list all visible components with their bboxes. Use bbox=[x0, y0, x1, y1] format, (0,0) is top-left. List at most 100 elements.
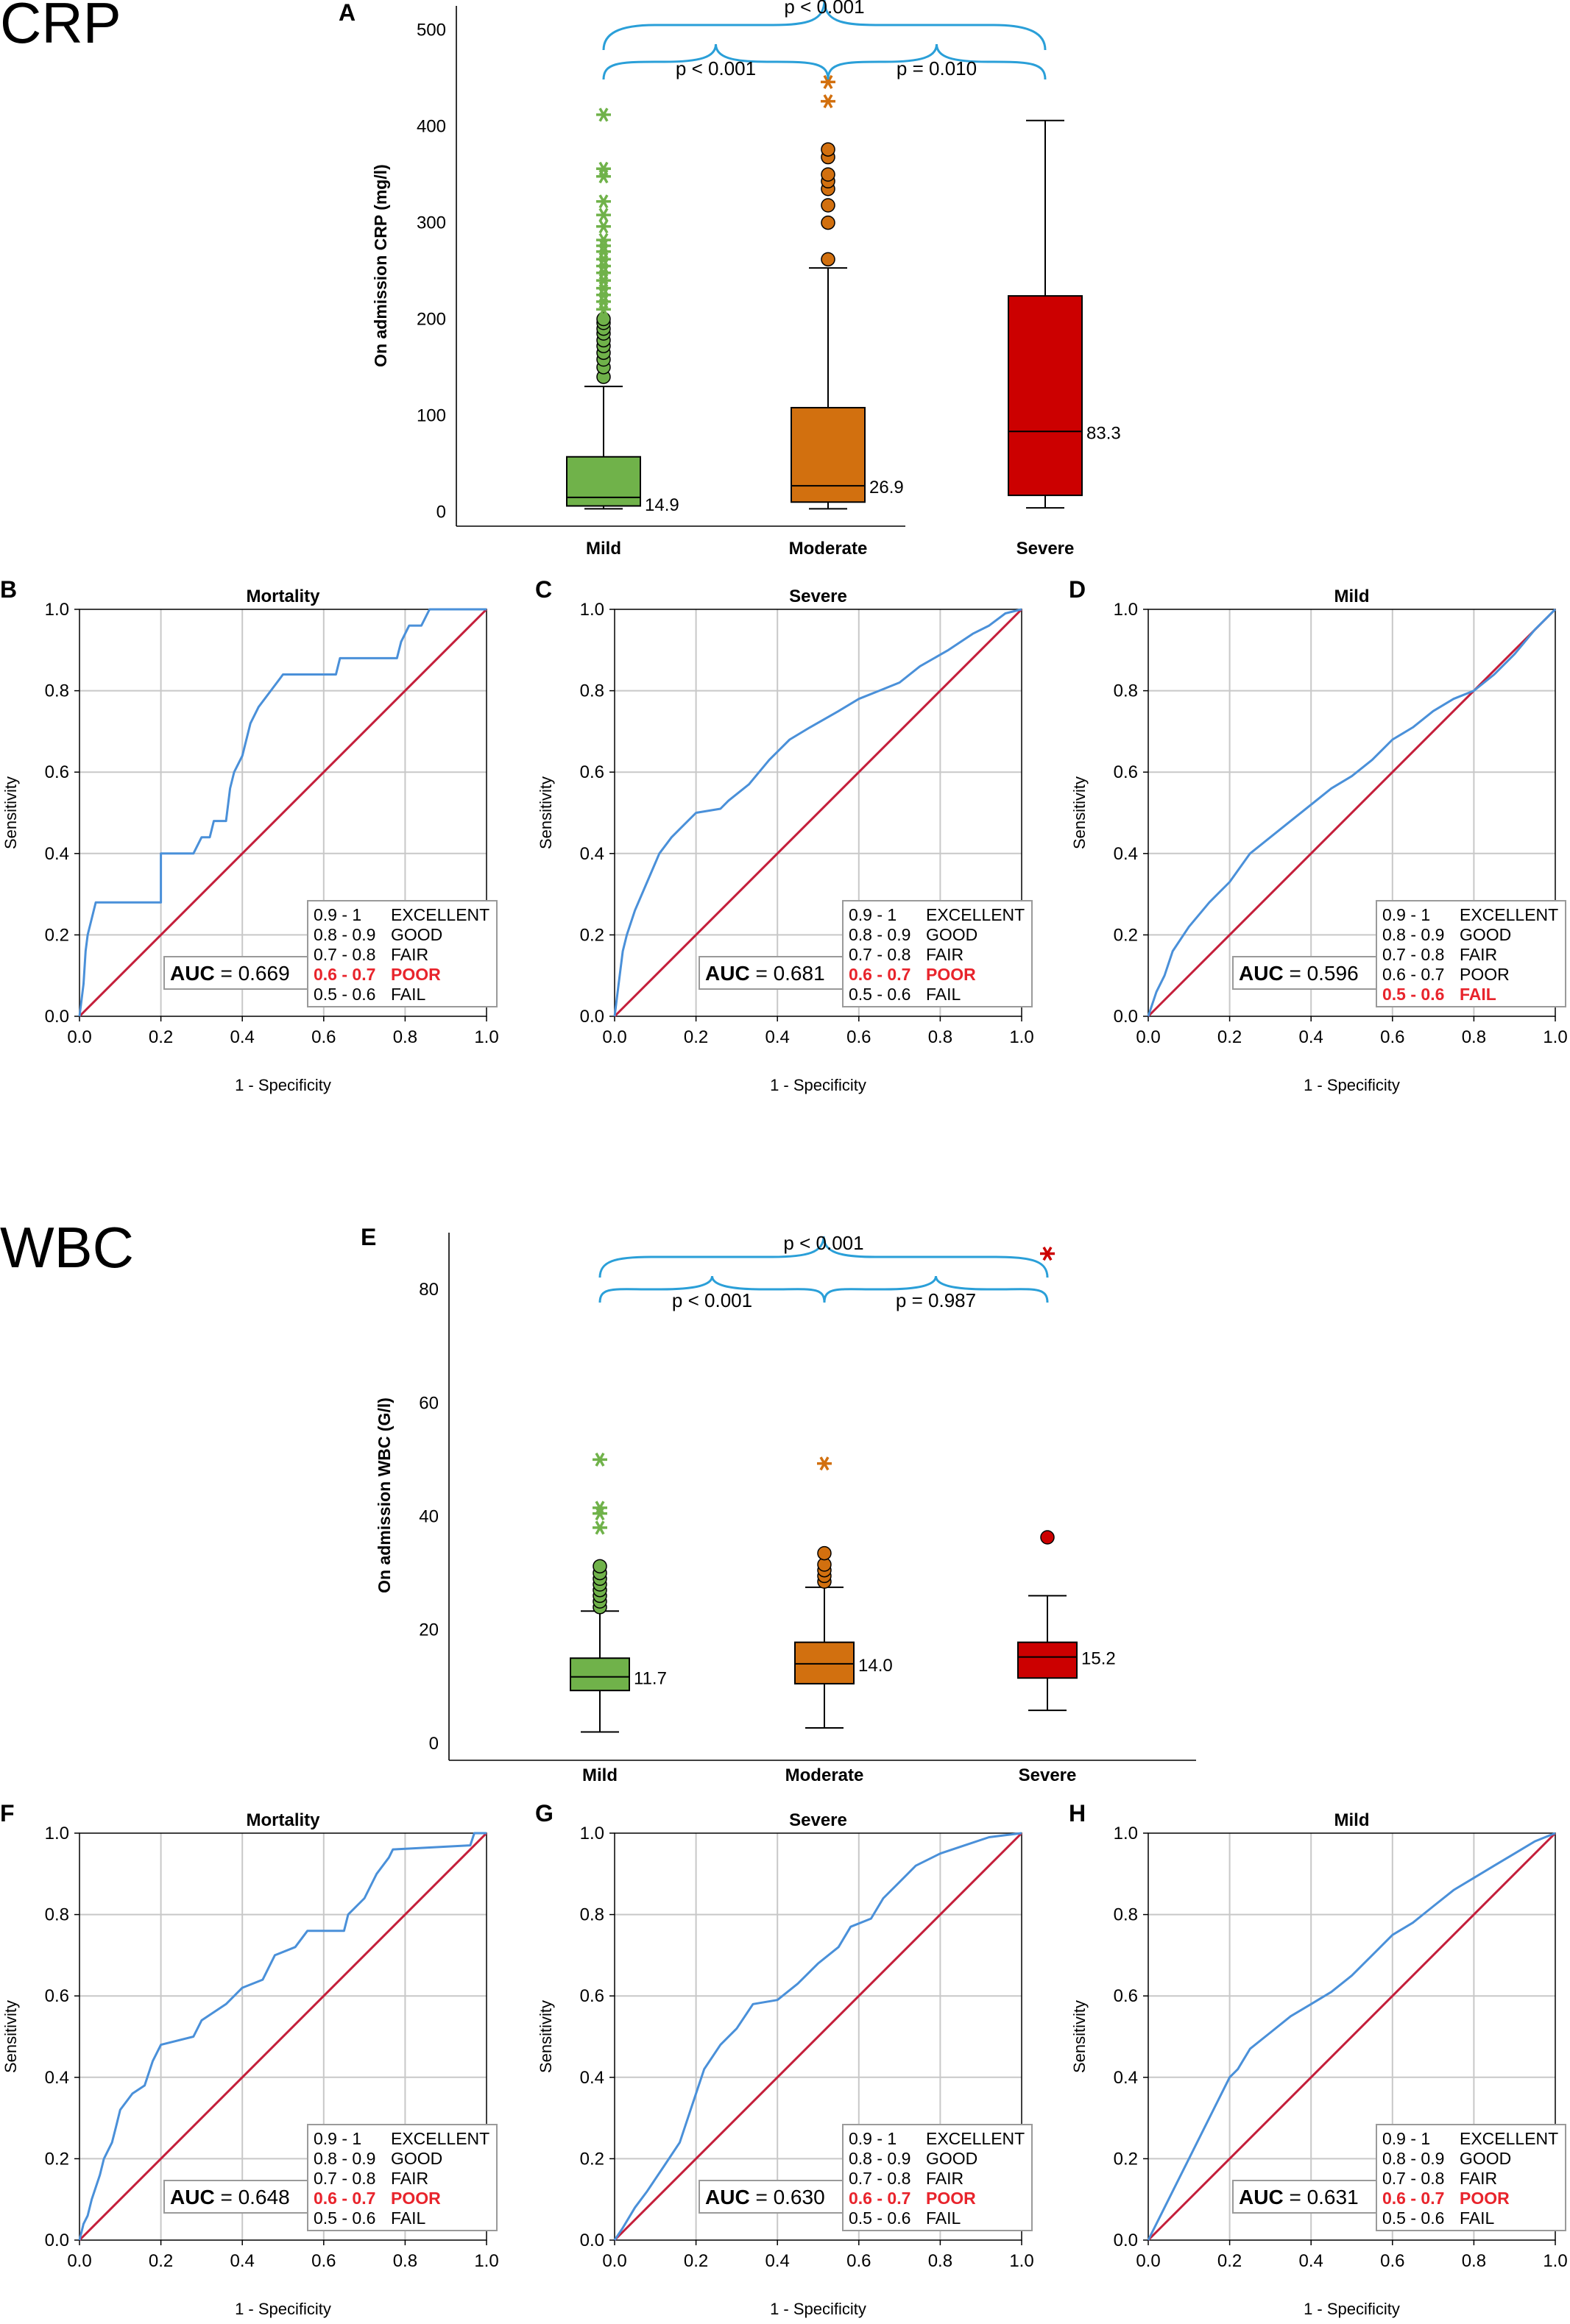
x-tick-label: 1.0 bbox=[1009, 1027, 1033, 1047]
box-severe: 15.2 bbox=[1017, 1247, 1116, 1712]
median-label: 14.9 bbox=[645, 495, 679, 515]
x-tick-label: 0.6 bbox=[1380, 1027, 1404, 1047]
section-title-crp: CRP bbox=[0, 0, 121, 55]
p-value-label: p = 0.010 bbox=[897, 57, 977, 79]
outlier-point bbox=[821, 142, 835, 157]
y-axis-label: Sensitivity bbox=[1070, 2000, 1089, 2073]
y-tick-label: 0 bbox=[429, 1734, 439, 1754]
boxplot-A: A On admission CRP (mg/l) 0 100 200 300 400 500… bbox=[339, 0, 1121, 559]
auc-label: AUC bbox=[705, 962, 750, 985]
x-axis-label: 1 - Specificity bbox=[235, 2300, 331, 2318]
x-tick-label: 0.2 bbox=[149, 2251, 173, 2271]
legend-range: 0.7 - 0.8 bbox=[849, 945, 910, 964]
y-tick-label: 1.0 bbox=[1114, 1824, 1138, 1843]
significance-bracket bbox=[823, 1275, 1049, 1303]
legend-range: 0.9 - 1 bbox=[314, 905, 361, 924]
y-tick-label: 0.8 bbox=[45, 681, 69, 701]
extreme-point bbox=[593, 1520, 607, 1535]
iqr-box bbox=[566, 456, 641, 507]
legend-range: 0.7 - 0.8 bbox=[314, 2169, 375, 2188]
x-tick-label: 0.8 bbox=[928, 1027, 952, 1047]
plot-frame bbox=[79, 609, 487, 1017]
y-tick-label: 0.0 bbox=[1114, 2231, 1138, 2250]
legend-range: 0.6 - 0.7 bbox=[1382, 2189, 1444, 2208]
box-moderate: 14.0 bbox=[794, 1456, 893, 1729]
panel-letter: G bbox=[535, 1800, 554, 1827]
roc-F: F Mortality 0.00.0 0.2 0.2 0.4 0.4 0.6 0.6 0.8 0.8… bbox=[0, 1800, 499, 2318]
extreme-point bbox=[596, 273, 611, 288]
legend-grade: POOR bbox=[926, 2189, 976, 2208]
roc-title: Mortality bbox=[246, 587, 320, 606]
y-axis-label: Sensitivity bbox=[1, 776, 20, 849]
legend-range: 0.8 - 0.9 bbox=[314, 925, 375, 944]
y-tick-label: 0.4 bbox=[580, 844, 604, 864]
extreme-point bbox=[596, 169, 611, 184]
panel-letter: F bbox=[0, 1800, 15, 1827]
legend-range: 0.8 - 0.9 bbox=[1382, 925, 1444, 944]
extreme-point bbox=[596, 161, 611, 176]
p-value-label: p < 0.001 bbox=[784, 0, 864, 18]
y-tick-label: 1.0 bbox=[45, 1824, 69, 1843]
x-tick-label: 0.4 bbox=[765, 1027, 790, 1047]
x-tick-label: 1.0 bbox=[474, 1027, 498, 1047]
category-label: Moderate bbox=[789, 539, 868, 559]
auc-label: AUC bbox=[1239, 962, 1284, 985]
auc-label: AUC bbox=[170, 962, 215, 985]
x-tick-label: 0.0 bbox=[1136, 2251, 1160, 2271]
auc-number: = 0.596 bbox=[1284, 962, 1359, 985]
panel-letter: B bbox=[0, 576, 17, 603]
x-tick-label: 0.2 bbox=[149, 1027, 173, 1047]
legend-grade: FAIR bbox=[926, 945, 963, 964]
auc-number: = 0.669 bbox=[215, 962, 290, 985]
roc-curve bbox=[78, 608, 487, 1017]
y-axis-label: Sensitivity bbox=[1, 2000, 20, 2073]
legend-range: 0.9 - 1 bbox=[314, 2129, 361, 2148]
x-tick-label: 0.2 bbox=[684, 2251, 708, 2271]
x-tick-label: 0.4 bbox=[230, 2251, 255, 2271]
median-label: 26.9 bbox=[869, 478, 904, 497]
legend-grade: POOR bbox=[391, 965, 441, 984]
outlier-point bbox=[596, 311, 611, 327]
x-axis-label: 1 - Specificity bbox=[235, 1076, 331, 1094]
y-tick-label: 0.2 bbox=[1114, 2149, 1138, 2169]
legend-grade: FAIL bbox=[926, 2208, 961, 2228]
x-tick-label: 0.0 bbox=[1136, 1027, 1160, 1047]
y-tick-label: 0.6 bbox=[1114, 1986, 1138, 2006]
panel-letter: C bbox=[535, 576, 552, 603]
auc-value: AUC = 0.631 bbox=[1239, 2186, 1359, 2208]
box-severe: 83.3 bbox=[1008, 119, 1121, 509]
legend-grade: FAIL bbox=[391, 2208, 426, 2228]
box-mild: 11.7 bbox=[570, 1452, 667, 1733]
panel-letter: D bbox=[1069, 576, 1086, 603]
y-tick-label: 0.4 bbox=[580, 2068, 604, 2088]
auc-value: AUC = 0.630 bbox=[705, 2186, 825, 2208]
legend-grade: POOR bbox=[926, 965, 976, 984]
x-tick-label: 0.4 bbox=[230, 1027, 255, 1047]
legend-grade: EXCELLENT bbox=[1460, 2129, 1558, 2148]
y-tick-label: 0.6 bbox=[580, 1986, 604, 2006]
x-tick-label: 0.0 bbox=[67, 2251, 91, 2271]
significance-bracket bbox=[598, 1275, 826, 1303]
legend-range: 0.6 - 0.7 bbox=[849, 965, 910, 984]
extreme-point bbox=[1040, 1247, 1055, 1261]
y-tick-label: 0.2 bbox=[580, 2149, 604, 2169]
section-title-wbc: WBC bbox=[0, 1215, 134, 1280]
x-tick-label: 0.2 bbox=[1217, 1027, 1242, 1047]
outlier-point bbox=[593, 1559, 607, 1574]
outlier-point bbox=[821, 252, 835, 267]
category-label: Mild bbox=[586, 539, 621, 559]
legend-grade: FAIR bbox=[1460, 945, 1497, 964]
legend-range: 0.8 - 0.9 bbox=[1382, 2149, 1444, 2168]
legend-range: 0.9 - 1 bbox=[1382, 2129, 1430, 2148]
y-tick-label: 0.8 bbox=[1114, 681, 1138, 701]
legend-range: 0.7 - 0.8 bbox=[1382, 945, 1444, 964]
roc-H: H Mild 0.00.0 0.2 0.2 0.4 0.4 0.6 0.6 0.8 0.8 1.0 1.… bbox=[1069, 1800, 1568, 2318]
p-value-label: p = 0.987 bbox=[896, 1289, 976, 1311]
outlier-point bbox=[821, 198, 835, 213]
legend-range: 0.7 - 0.8 bbox=[1382, 2169, 1444, 2188]
iqr-box bbox=[570, 1657, 630, 1692]
extreme-point bbox=[596, 233, 611, 247]
legend-range: 0.5 - 0.6 bbox=[314, 2208, 375, 2228]
roc-curve bbox=[78, 1832, 487, 2241]
